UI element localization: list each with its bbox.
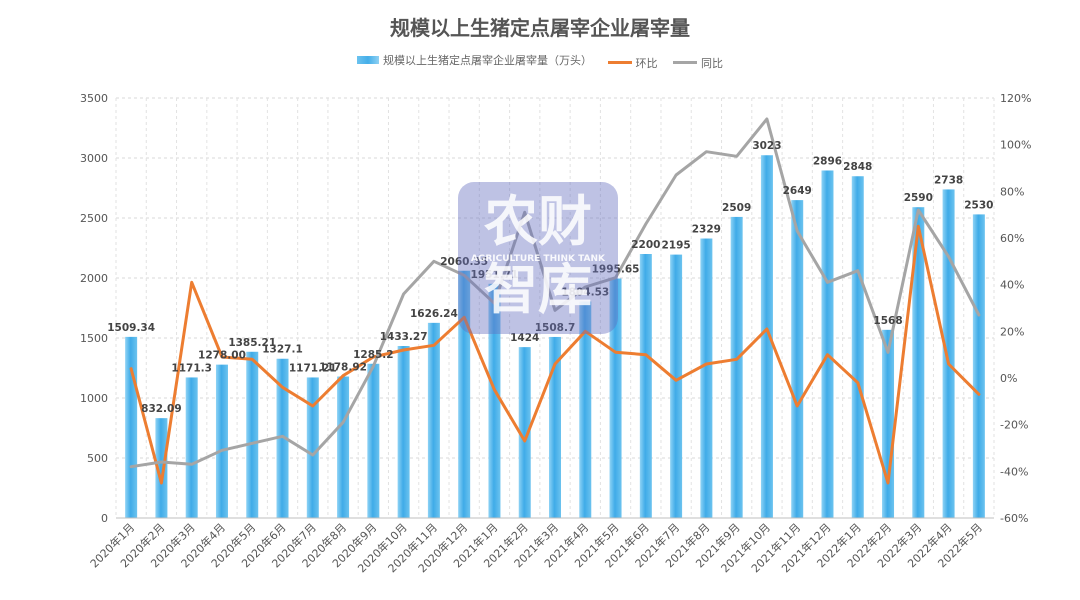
bar xyxy=(912,207,925,518)
bar-data-label: 832.09 xyxy=(141,403,182,415)
bar-data-label: 3023 xyxy=(752,140,781,152)
bar-data-label: 2738 xyxy=(934,174,963,186)
bar xyxy=(367,363,380,518)
bar-data-label: 1171.21 xyxy=(289,362,337,374)
bar-data-label: 2329 xyxy=(692,224,721,236)
y-right-tick-label: -20% xyxy=(1000,419,1028,432)
bar-data-label: 2195 xyxy=(661,240,690,252)
bar-data-label: 2530 xyxy=(964,199,993,211)
bar xyxy=(851,176,864,519)
watermark-sub-text: AGRICULTURE THINK TANK xyxy=(470,254,606,264)
bar-data-label: 2896 xyxy=(813,155,842,167)
bar xyxy=(276,358,289,518)
legend-label-huanbi: 环比 xyxy=(635,56,658,70)
bar xyxy=(427,322,440,518)
bar xyxy=(397,346,410,518)
bar xyxy=(882,329,895,518)
bar xyxy=(972,214,985,518)
y-left-tick-label: 1500 xyxy=(80,332,108,345)
bar xyxy=(609,278,622,518)
bar xyxy=(700,238,713,518)
bar-data-label: 1327.1 xyxy=(262,344,303,356)
bar-data-label: 2200 xyxy=(631,239,660,251)
bar-data-label: 2060.35 xyxy=(440,256,488,268)
watermark-main-text: 农财 智库 xyxy=(484,190,592,321)
bar xyxy=(246,351,259,518)
legend-item-tongbi[interactable]: 同比 xyxy=(673,55,723,71)
bar xyxy=(488,283,501,518)
y-right-tick-label: -40% xyxy=(1000,465,1028,478)
y-right-tick-label: 20% xyxy=(1000,325,1024,338)
bar xyxy=(458,270,471,518)
bar-data-label: 1178.92 xyxy=(319,362,367,374)
y-right-tick-label: 60% xyxy=(1000,232,1024,245)
bar xyxy=(942,189,955,518)
bar-data-label: 2848 xyxy=(843,161,872,173)
watermark-logo: 农财 智库 AGRICULTURE THINK TANK xyxy=(458,182,618,334)
bar-data-label: 1278.00 xyxy=(198,350,246,362)
y-left-tick-label: 0 xyxy=(101,512,108,525)
bar-data-label: 1568 xyxy=(873,315,902,327)
bar-data-label: 1285.2 xyxy=(353,349,394,361)
bar xyxy=(579,301,592,518)
bar-data-label: 1626.24 xyxy=(410,308,458,320)
y-left-tick-label: 3000 xyxy=(80,152,108,165)
bar xyxy=(215,364,228,518)
bar xyxy=(639,254,652,518)
y-right-tick-label: 120% xyxy=(1000,92,1031,105)
bar-data-label: 1171.3 xyxy=(171,362,212,374)
y-left-tick-label: 1000 xyxy=(80,392,108,405)
bar-data-label: 1385.21 xyxy=(228,337,276,349)
bar-data-label: 1951.71 xyxy=(471,269,519,281)
bar xyxy=(821,170,834,519)
y-right-tick-label: -60% xyxy=(1000,512,1028,525)
y-right-tick-label: 80% xyxy=(1000,185,1024,198)
line-series xyxy=(129,117,981,485)
bar-data-label: 1804.53 xyxy=(561,286,609,298)
y-left-tick-label: 2000 xyxy=(80,272,108,285)
legend-swatch-bar xyxy=(357,56,379,64)
bar-data-label: 1508.7 xyxy=(535,322,576,334)
bar-data-label: 2649 xyxy=(783,185,812,197)
y-right-tick-label: 40% xyxy=(1000,279,1024,292)
legend-label-bar: 规模以上生猪定点屠宰企业屠宰量（万头） xyxy=(383,54,592,67)
bar-series xyxy=(125,155,985,519)
bar xyxy=(730,216,743,519)
legend-swatch-huanbi xyxy=(607,61,632,64)
chart-title: 规模以上生猪定点屠宰企业屠宰量 xyxy=(390,16,690,40)
bar xyxy=(518,347,531,518)
bar-data-label: 1509.34 xyxy=(107,322,155,334)
bar xyxy=(760,155,773,519)
bar-data-label: 1995.65 xyxy=(592,264,640,276)
bar-data-label: 1433.27 xyxy=(380,331,428,343)
bar xyxy=(337,376,350,518)
legend-swatch-tongbi xyxy=(673,61,697,64)
legend-label-tongbi: 同比 xyxy=(701,56,723,70)
bar xyxy=(185,377,198,518)
bar xyxy=(549,336,561,518)
chart-legend: 规模以上生猪定点屠宰企业屠宰量（万头） 环比 同比 xyxy=(0,52,1080,71)
y-left-tick-label: 2500 xyxy=(80,212,108,225)
bar xyxy=(155,418,168,518)
bar-data-label: 2590 xyxy=(904,192,933,204)
bar-data-label: 2509 xyxy=(722,202,751,214)
line-tongbi xyxy=(129,117,981,469)
y-left-tick-label: 3500 xyxy=(80,92,108,105)
y-right-tick-label: 100% xyxy=(1000,139,1031,152)
y-right-tick-label: 0% xyxy=(1000,372,1017,385)
bar xyxy=(791,200,804,518)
bar-data-label: 1424 xyxy=(510,332,539,344)
line-huanbi xyxy=(129,224,981,485)
legend-item-bar[interactable]: 规模以上生猪定点屠宰企业屠宰量（万头） xyxy=(357,52,592,68)
bar xyxy=(670,254,683,518)
bar xyxy=(306,377,319,518)
bar xyxy=(125,336,138,518)
y-left-tick-label: 500 xyxy=(87,452,108,465)
legend-item-huanbi[interactable]: 环比 xyxy=(607,55,658,71)
